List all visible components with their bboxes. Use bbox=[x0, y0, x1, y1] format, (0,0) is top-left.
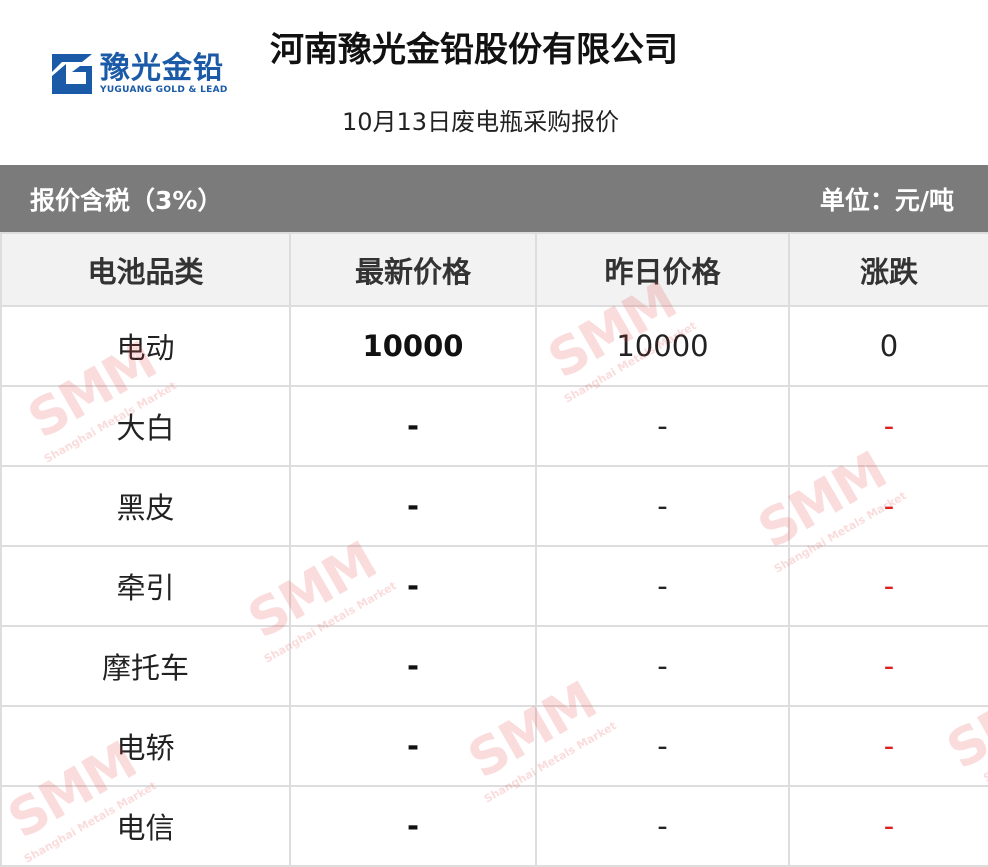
change-cell: - bbox=[788, 705, 988, 787]
yesterday-price-cell: - bbox=[535, 545, 790, 627]
yesterday-price-cell: - bbox=[535, 705, 790, 787]
yesterday-price-cell: - bbox=[535, 465, 790, 547]
yesterday-price-cell: 10000 bbox=[535, 305, 790, 387]
page-title: 河南豫光金铅股份有限公司 bbox=[270, 30, 678, 70]
company-logo: 豫光金铅 YUGUANG GOLD & LEAD bbox=[50, 52, 228, 96]
yesterday-price-cell: - bbox=[535, 785, 790, 867]
logo-mark-icon bbox=[52, 54, 92, 94]
latest-price-cell: - bbox=[289, 625, 537, 707]
change-cell: - bbox=[788, 465, 988, 547]
latest-price-cell: - bbox=[289, 545, 537, 627]
info-bar: 报价含税（3%） 单位：元/吨 bbox=[0, 165, 988, 232]
table-row: 电动 10000 10000 0 bbox=[0, 305, 988, 387]
category-cell: 牵引 bbox=[0, 545, 291, 627]
latest-price-cell: - bbox=[289, 785, 537, 867]
table-row: 黑皮 - - - bbox=[0, 465, 988, 547]
table-row: 大白 - - - bbox=[0, 385, 988, 467]
table-row: 牵引 - - - bbox=[0, 545, 988, 627]
column-header: 最新价格 bbox=[289, 232, 537, 307]
change-cell: - bbox=[788, 785, 988, 867]
price-table: 电池品类 最新价格 昨日价格 涨跌 电动 10000 10000 0 大白 - - - 黑皮 - - - 牵引… bbox=[0, 232, 988, 867]
unit-note: 单位：元/吨 bbox=[819, 185, 954, 215]
latest-price-cell: 10000 bbox=[289, 305, 537, 387]
category-cell: 大白 bbox=[0, 385, 291, 467]
change-cell: - bbox=[788, 545, 988, 627]
category-cell: 摩托车 bbox=[0, 625, 291, 707]
table-row: 电轿 - - - bbox=[0, 705, 988, 787]
column-header: 电池品类 bbox=[0, 232, 291, 307]
category-cell: 电信 bbox=[0, 785, 291, 867]
table-row: 摩托车 - - - bbox=[0, 625, 988, 707]
logo-cn: 豫光金铅 bbox=[100, 51, 224, 86]
page-subtitle: 10月13日废电瓶采购报价 bbox=[342, 108, 620, 136]
change-cell: 0 bbox=[788, 305, 988, 387]
tax-note: 报价含税（3%） bbox=[30, 185, 223, 215]
yesterday-price-cell: - bbox=[535, 385, 790, 467]
category-cell: 电动 bbox=[0, 305, 291, 387]
change-cell: - bbox=[788, 625, 988, 707]
category-cell: 黑皮 bbox=[0, 465, 291, 547]
change-cell: - bbox=[788, 385, 988, 467]
table-row: 电信 - - - bbox=[0, 785, 988, 867]
column-header: 昨日价格 bbox=[535, 232, 790, 307]
latest-price-cell: - bbox=[289, 705, 537, 787]
latest-price-cell: - bbox=[289, 465, 537, 547]
column-header: 涨跌 bbox=[788, 232, 988, 307]
category-cell: 电轿 bbox=[0, 705, 291, 787]
logo-en: YUGUANG GOLD & LEAD bbox=[100, 85, 228, 95]
latest-price-cell: - bbox=[289, 385, 537, 467]
yesterday-price-cell: - bbox=[535, 625, 790, 707]
